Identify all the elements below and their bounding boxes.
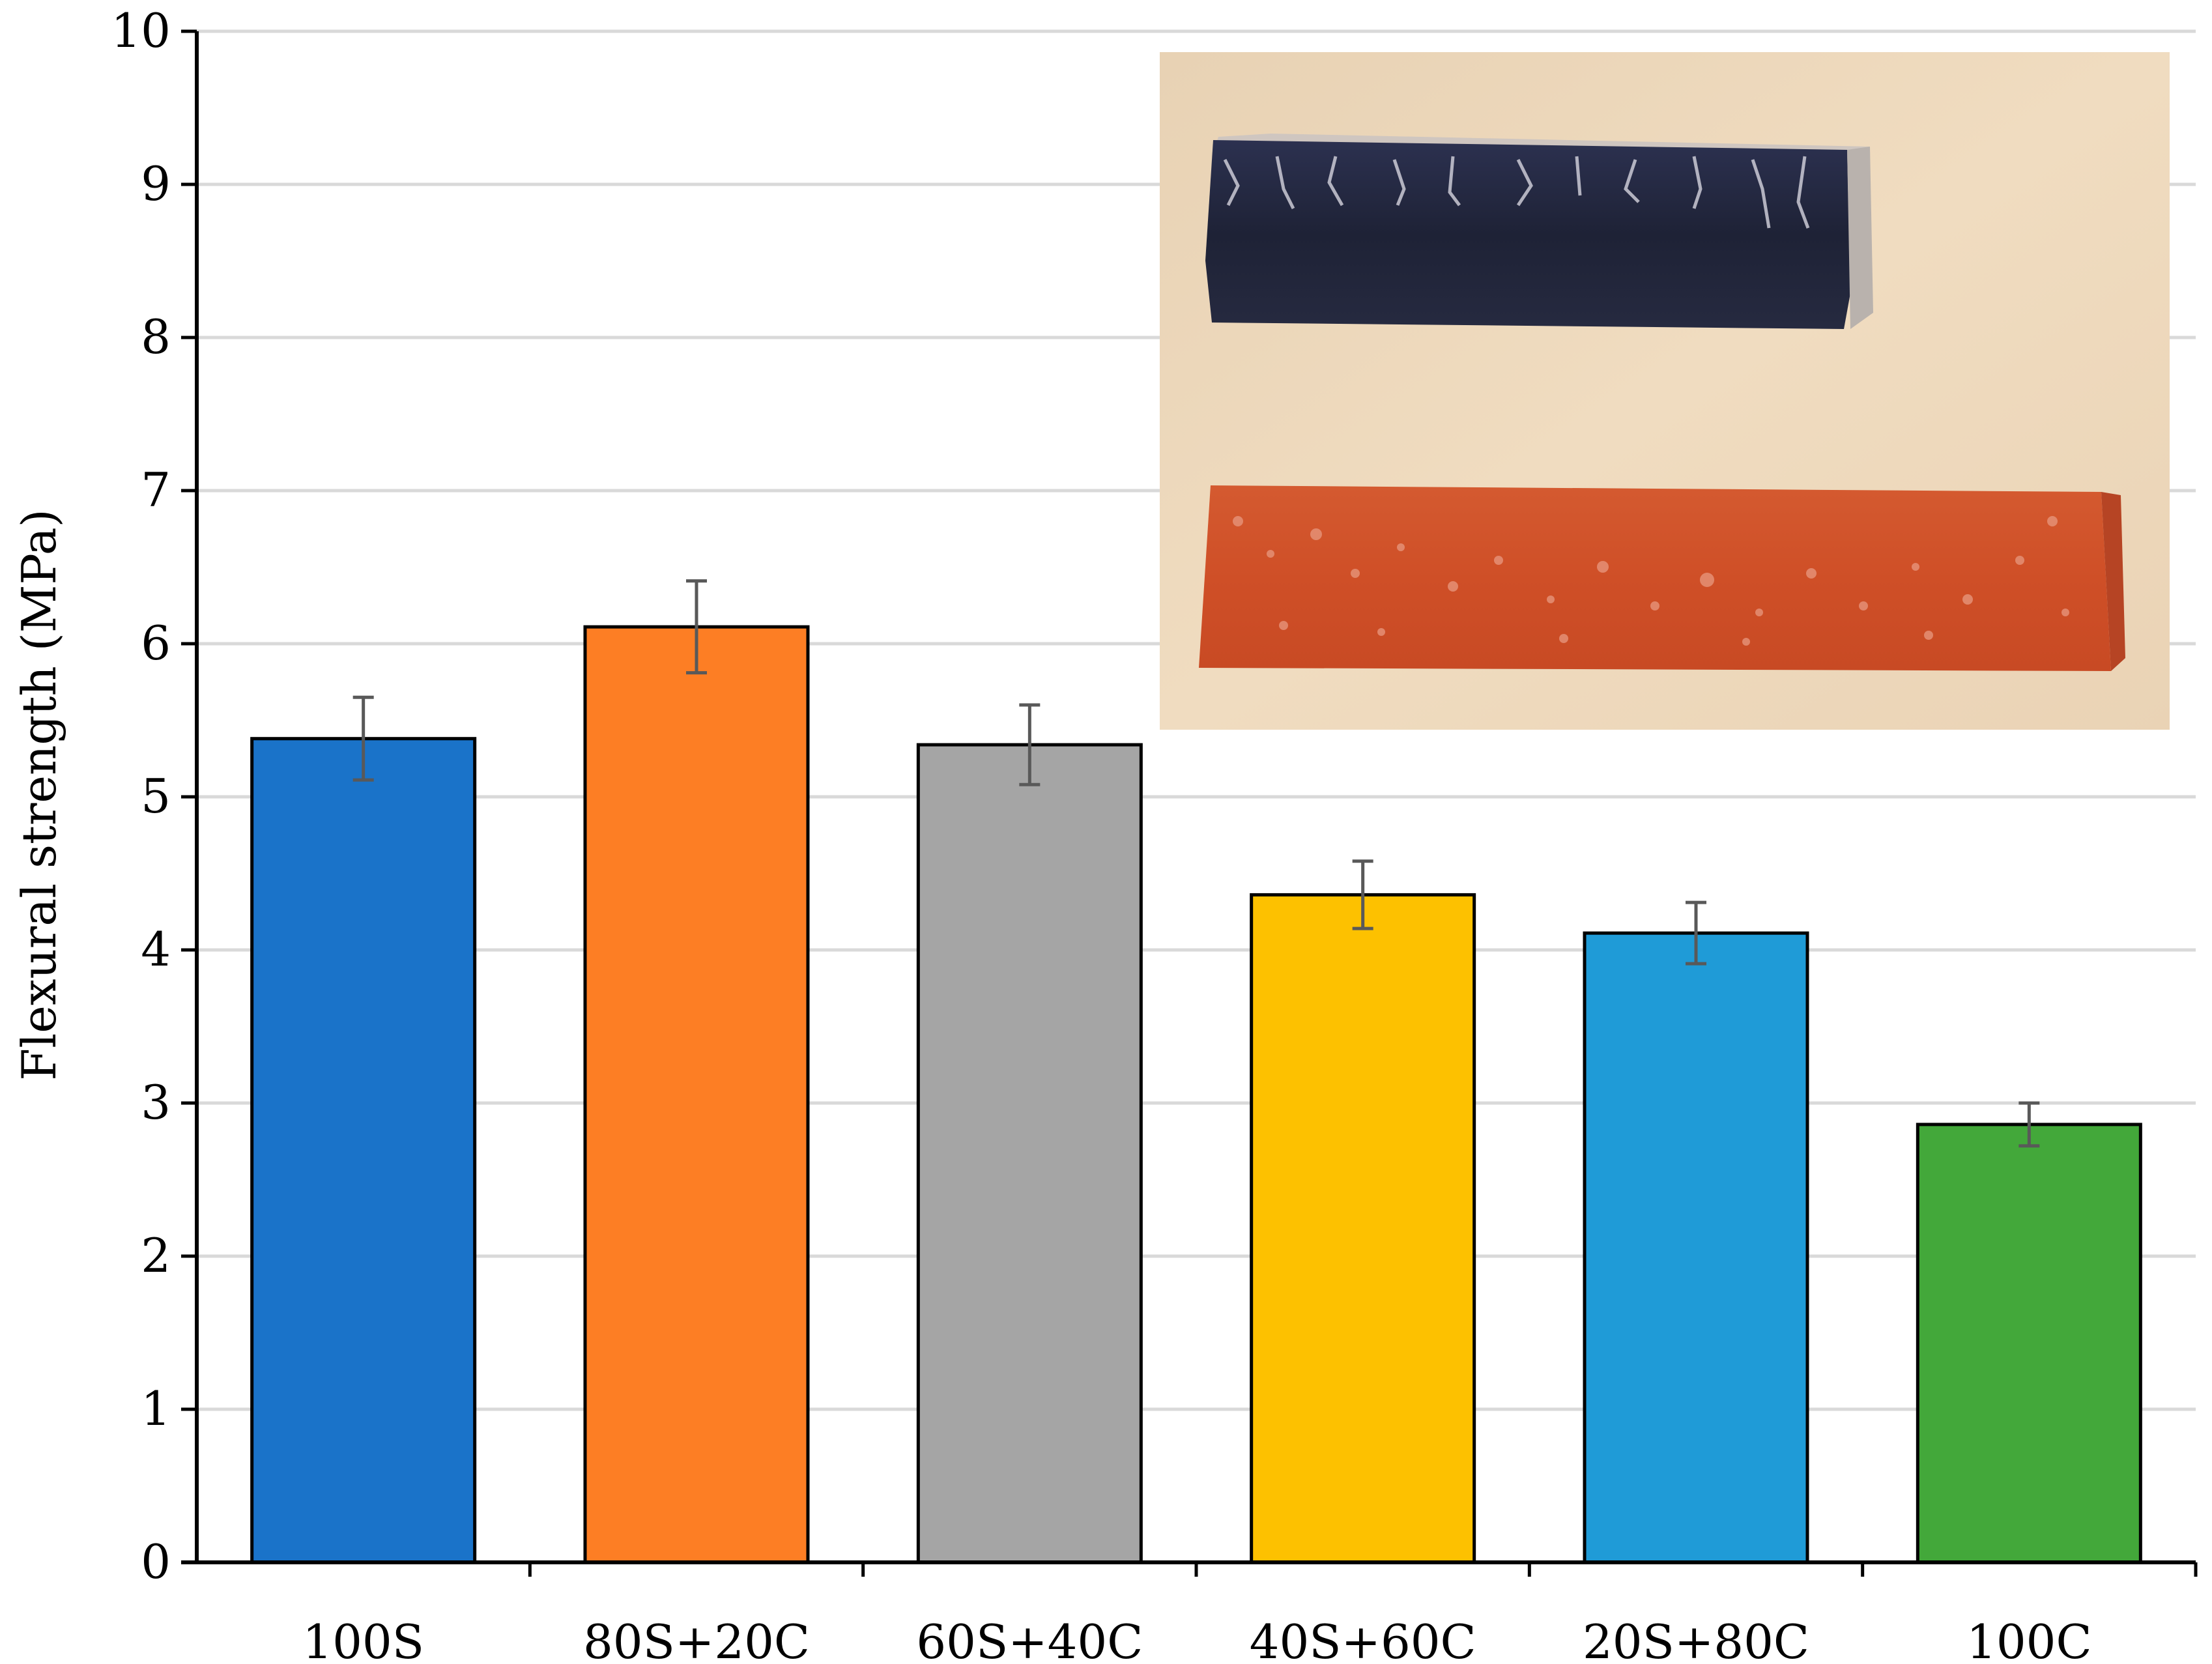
orange-specimen: [1199, 485, 2111, 671]
y-tick-labels: 0 1 2 3 4 5 6 7 8 9 10: [111, 3, 197, 1589]
bar: [250, 737, 477, 1564]
x-tick-label: 60S+40C: [916, 1614, 1143, 1664]
x-tick-label: 100C: [1966, 1614, 2092, 1664]
x-tick-label: 20S+80C: [1583, 1614, 1809, 1664]
specimen-photo-inset: [1160, 52, 2170, 730]
y-tick-label: 5: [141, 769, 171, 824]
y-tick-label: 1: [141, 1381, 171, 1436]
dark-specimen-end: [1847, 147, 1873, 329]
y-tick-label: 7: [141, 463, 171, 517]
bar: [1916, 1123, 2142, 1564]
y-tick-label: 4: [141, 922, 171, 977]
x-tick-labels: 100S 80S+20C 60S+40C 40S+60C 20S+80C 100C: [302, 1562, 2198, 1664]
y-tick-label: 6: [141, 616, 171, 670]
y-axis-title: Flexural strength (MPa): [12, 509, 66, 1080]
error-bars: [352, 579, 2040, 1148]
orange-specimen-pores: [1233, 516, 2069, 646]
x-tick-label: 100S: [302, 1614, 424, 1664]
y-tick-label: 10: [111, 3, 171, 58]
y-tick-label: 8: [141, 309, 171, 364]
dark-specimen-cracks: [1223, 156, 1810, 229]
orange-specimen-end: [2101, 492, 2125, 671]
bar: [583, 625, 810, 1564]
bar: [1583, 931, 1809, 1564]
y-tick-label: 0: [141, 1534, 171, 1589]
x-tick-label: 40S+60C: [1250, 1614, 1476, 1664]
bar: [1250, 893, 1476, 1564]
y-tick-label: 3: [141, 1075, 171, 1130]
bar-series: [250, 625, 2142, 1564]
bar: [916, 743, 1143, 1564]
dark-specimen: [1205, 140, 1850, 329]
x-tick-label: 80S+20C: [583, 1614, 810, 1664]
y-tick-label: 2: [141, 1228, 171, 1283]
y-tick-label: 9: [141, 156, 171, 211]
